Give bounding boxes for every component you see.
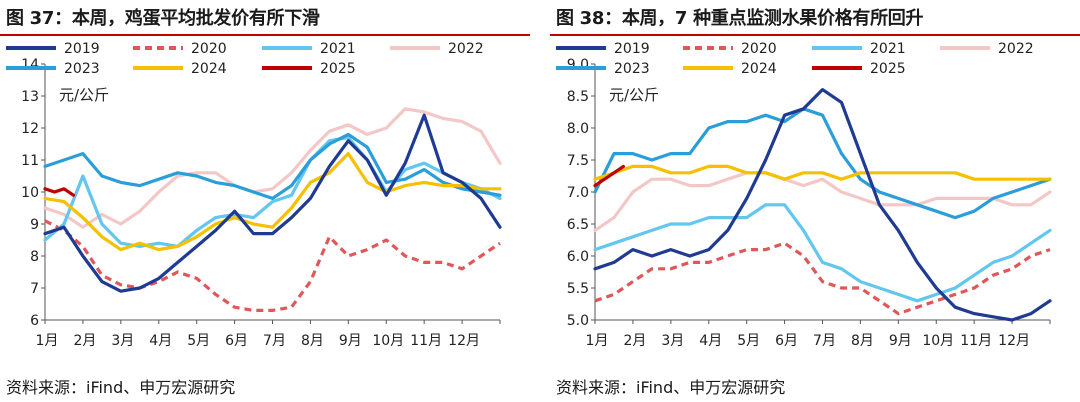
- title-rule: [0, 34, 530, 36]
- y-tick-label: 8.5: [567, 89, 589, 105]
- legend-label-2022: 2022: [448, 41, 484, 57]
- legend-label-2022: 2022: [998, 41, 1034, 57]
- y-tick-label: 8: [30, 249, 39, 265]
- x-tick-label: 12月: [998, 333, 1030, 349]
- title-rule: [550, 34, 1080, 36]
- series-line-2021: [43, 135, 502, 248]
- legend-label-2024: 2024: [191, 61, 227, 77]
- x-tick-label: 11月: [410, 333, 442, 349]
- x-tick-label: 8月: [301, 333, 324, 349]
- legend-label-2024: 2024: [741, 61, 777, 77]
- y-tick-label: 5.0: [567, 313, 589, 329]
- y-tick-label: 10: [21, 185, 39, 201]
- legend-label-2025: 2025: [870, 61, 906, 77]
- x-tick-label: 10月: [372, 333, 404, 349]
- y-tick-label: 7.5: [567, 153, 589, 169]
- series-line-2024: [593, 164, 1052, 181]
- y-tick-label: 13: [21, 89, 39, 105]
- x-tick-label: 6月: [775, 333, 798, 349]
- x-tick-label: 6月: [225, 333, 248, 349]
- x-tick-label: 3月: [661, 333, 684, 349]
- y-tick-label: 11: [21, 153, 39, 169]
- series-line-2022: [43, 107, 502, 229]
- y-tick-label: 5.5: [567, 281, 589, 297]
- y-tick-label: 7: [30, 281, 39, 297]
- series-line-2022: [593, 171, 1052, 232]
- series-line-2019: [593, 87, 1052, 322]
- x-tick-label: 7月: [263, 333, 286, 349]
- chart-panel-fruit: 图 38：本周，7 种重点监测水果价格有所回升 5.0 5.5 6.0 6.5 7.0 7…: [550, 0, 1080, 402]
- x-tick-label: 3月: [111, 333, 134, 349]
- series-line-2020: [594, 241, 1051, 316]
- y-tick-label: 6: [30, 313, 39, 329]
- x-tick-label: 5月: [187, 333, 210, 349]
- y-tick-label: 9.0: [567, 57, 589, 73]
- legend-label-2019: 2019: [64, 41, 100, 57]
- series-line-2024: [43, 151, 502, 252]
- chart-panel-egg: 图 37：本周，鸡蛋平均批发价有所下滑 6 7 8 9 10 11 12 13 14 1月 2月 3月…: [0, 0, 530, 402]
- chart-title: 图 38：本周，7 种重点监测水果价格有所回升: [556, 8, 924, 29]
- chart-source: 资料来源：iFind、申万宏源研究: [556, 378, 786, 397]
- x-tick-label: 5月: [737, 333, 760, 349]
- x-tick-label: 7月: [813, 333, 836, 349]
- x-tick-label: 2月: [623, 333, 646, 349]
- x-tick-label: 9月: [889, 333, 912, 349]
- series-line-2023: [593, 107, 1052, 220]
- y-tick-label: 6.5: [567, 217, 589, 233]
- legend-label-2020: 2020: [741, 41, 777, 57]
- egg-price-chart: 6 7 8 9 10 11 12 13 14 1月 2月 3月 4月 5月 6月 7月 8月 9月 10月 11月 12…: [6, 41, 502, 349]
- series-line-2023: [43, 132, 502, 200]
- x-tick-label: 11月: [960, 333, 992, 349]
- series-line-2019: [43, 113, 502, 293]
- legend-label-2021: 2021: [870, 41, 906, 57]
- y-axis-unit-label: 元/公斤: [609, 86, 659, 104]
- legend-label-2023: 2023: [614, 61, 650, 77]
- y-tick-label: 12: [21, 121, 39, 137]
- x-tick-label: 4月: [149, 333, 172, 349]
- legend-label-2023: 2023: [64, 61, 100, 77]
- legend-label-2025: 2025: [320, 61, 356, 77]
- y-tick-label: 8.0: [567, 121, 589, 137]
- x-tick-label: 10月: [922, 333, 954, 349]
- series-line-2025: [43, 187, 76, 197]
- x-tick-label: 1月: [36, 333, 59, 349]
- y-tick-label: 6.0: [567, 249, 589, 265]
- y-tick-label: 7.0: [567, 185, 589, 201]
- fruit-price-chart: 5.0 5.5 6.0 6.5 7.0 7.5 8.0 8.5 9.0 1月 2月 3月 4月 5月 6月 7…: [556, 41, 1052, 349]
- x-tick-label: 1月: [586, 333, 609, 349]
- legend-label-2019: 2019: [614, 41, 650, 57]
- x-tick-label: 4月: [699, 333, 722, 349]
- series-line-2020: [44, 219, 501, 312]
- y-tick-label: 9: [30, 217, 39, 233]
- x-tick-label: 9月: [339, 333, 362, 349]
- y-tick-label: 14: [21, 57, 39, 73]
- legend-label-2020: 2020: [191, 41, 227, 57]
- chart-title: 图 37：本周，鸡蛋平均批发价有所下滑: [6, 8, 320, 29]
- x-tick-label: 12月: [448, 333, 480, 349]
- series-line-2021: [593, 203, 1052, 303]
- y-axis-unit-label: 元/公斤: [59, 86, 109, 104]
- chart-source: 资料来源：iFind、申万宏源研究: [6, 378, 236, 397]
- x-tick-label: 8月: [851, 333, 874, 349]
- legend-label-2021: 2021: [320, 41, 356, 57]
- x-tick-label: 2月: [73, 333, 96, 349]
- series-line-2025: [593, 164, 626, 188]
